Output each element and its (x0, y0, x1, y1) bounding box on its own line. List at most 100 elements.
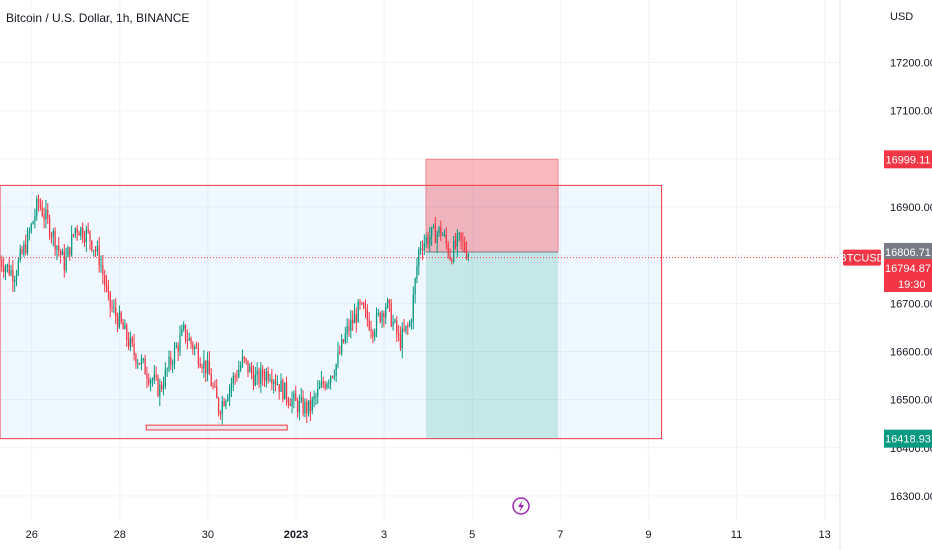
chart-title: Bitcoin / U.S. Dollar, 1h, BINANCE (6, 11, 189, 25)
candle-body (85, 229, 87, 243)
candle-body (295, 393, 297, 401)
candle-body (199, 363, 201, 367)
candle-body (278, 384, 280, 392)
candle-body (375, 313, 378, 332)
candle-body (241, 356, 244, 366)
candle-body (15, 274, 18, 281)
candle-body (346, 325, 348, 334)
candle-body (133, 343, 135, 355)
candle-body (326, 383, 328, 389)
candle-body (137, 363, 139, 365)
lightning-icon[interactable] (512, 497, 530, 515)
candle-body (300, 397, 302, 401)
x-tick-label: 5 (469, 529, 475, 541)
candle-body (142, 358, 144, 360)
candle-body (172, 363, 174, 365)
candle-body (168, 356, 170, 369)
candle-body (177, 346, 179, 352)
candle-body (381, 313, 383, 322)
x-tick-label: 26 (26, 529, 38, 541)
candle-body (212, 386, 214, 388)
candle-body (370, 329, 372, 332)
candle-body (170, 356, 172, 365)
currency-label: USD (890, 11, 913, 23)
candle-body (155, 375, 157, 377)
candle-body (357, 301, 359, 323)
candle-body (82, 227, 84, 239)
candle-body (465, 250, 468, 258)
candle-body (3, 266, 5, 272)
candle-body (23, 244, 25, 254)
candle-body (109, 291, 111, 307)
candle-body (10, 270, 12, 275)
candle-body (6, 264, 8, 268)
candle-body (210, 374, 212, 387)
candle-body (329, 376, 332, 383)
candle-body (423, 243, 425, 251)
candle-body (113, 307, 115, 309)
candle-body (63, 251, 65, 271)
candle-body (333, 375, 335, 377)
candle-body (396, 320, 398, 334)
candle-body (166, 368, 168, 370)
candle-body (440, 227, 442, 236)
candle-body (243, 356, 245, 359)
x-tick-label: 28 (114, 529, 126, 541)
symbol-tag: BTCUSD (839, 249, 885, 266)
candle-body (30, 224, 32, 232)
candle-body (427, 237, 429, 245)
countdown-tag-bg (884, 275, 932, 292)
candle-body (36, 199, 38, 216)
candle-body (236, 376, 238, 378)
candle-body (467, 255, 470, 258)
candle-body (434, 225, 436, 244)
price-level-tag: 16794.87 (884, 258, 932, 277)
candle-body (443, 234, 446, 236)
candle-body (366, 309, 369, 320)
candle-body (70, 234, 73, 256)
candle-body (254, 374, 256, 386)
candle-body (454, 240, 457, 247)
candle-body (368, 319, 370, 330)
candle-body (328, 382, 330, 384)
candle-body (217, 398, 220, 413)
candle-body (425, 237, 427, 244)
y-tick-label: 16300.00 (890, 491, 932, 503)
candle-body (432, 225, 435, 228)
price-level-tag: 16999.11 (884, 150, 932, 169)
candles (0, 194, 470, 425)
candle-body (78, 232, 80, 236)
candle-body (94, 249, 97, 252)
candle-body (183, 324, 185, 330)
candle-body (25, 244, 27, 253)
candle-body (412, 294, 414, 322)
candle-body (148, 378, 150, 384)
candle-body (89, 231, 91, 241)
candle-body (203, 360, 205, 369)
price-level-tag-label: 16794.87 (885, 263, 931, 275)
price-level-tag: 16806.71 (884, 242, 932, 261)
candle-body (296, 400, 299, 413)
y-tick-label: 16700.00 (890, 298, 932, 310)
candle-body (339, 352, 341, 354)
candle-body (447, 243, 449, 255)
candle-body (309, 400, 312, 411)
candle-body (449, 254, 451, 260)
candle-body (124, 324, 126, 330)
grid-lines (0, 0, 840, 520)
candle-body (56, 246, 58, 250)
time-axis[interactable]: 26 28 30 2023 3 5 7 9 11 13 (26, 529, 831, 541)
candle-body (394, 320, 396, 322)
drawing-overlays (0, 158, 663, 440)
candle-body (149, 380, 152, 384)
candle-body (291, 398, 293, 406)
price-level-tag: 16418.93 (884, 429, 932, 448)
candle-body (144, 358, 146, 375)
candle-body (256, 370, 258, 375)
candle-body (431, 227, 433, 237)
candle-body (135, 354, 137, 364)
candle-body (58, 246, 60, 251)
candle-body (429, 236, 431, 245)
candle-body (315, 395, 317, 397)
